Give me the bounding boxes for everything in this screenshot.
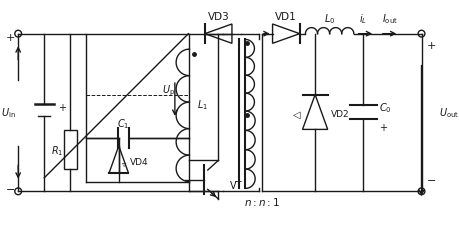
Text: $n:n:1$: $n:n:1$ [243, 195, 279, 207]
Text: VD4: VD4 [130, 157, 149, 166]
Text: VD3: VD3 [207, 12, 229, 22]
Text: VT: VT [230, 180, 242, 190]
Text: $U_{\rm p}$: $U_{\rm p}$ [161, 83, 174, 97]
Text: $I_{\rm out}$: $I_{\rm out}$ [381, 12, 397, 26]
Text: +: + [58, 103, 66, 113]
Text: $i_L$: $i_L$ [358, 12, 367, 26]
Text: $L_1$: $L_1$ [197, 98, 208, 112]
Text: +: + [378, 122, 386, 132]
Text: VD1: VD1 [274, 12, 297, 22]
Text: +: + [425, 41, 435, 51]
Text: $U_{\rm in}$: $U_{\rm in}$ [1, 106, 16, 119]
Text: +: + [6, 32, 15, 42]
Text: $C_1$: $C_1$ [117, 116, 129, 130]
Text: $L_0$: $L_0$ [323, 12, 335, 26]
Text: $R_1$: $R_1$ [50, 143, 63, 157]
Text: $\triangleleft$: $\triangleleft$ [291, 109, 301, 120]
Text: VD2: VD2 [330, 110, 348, 119]
Text: $\triangledown$: $\triangledown$ [120, 159, 127, 168]
Text: −: − [6, 184, 15, 194]
Bar [86, 95, 189, 182]
Text: $C_0$: $C_0$ [378, 101, 391, 115]
Bar [63, 131, 77, 169]
Text: $U_{\rm out}$: $U_{\rm out}$ [438, 106, 458, 119]
Text: −: − [425, 175, 435, 185]
